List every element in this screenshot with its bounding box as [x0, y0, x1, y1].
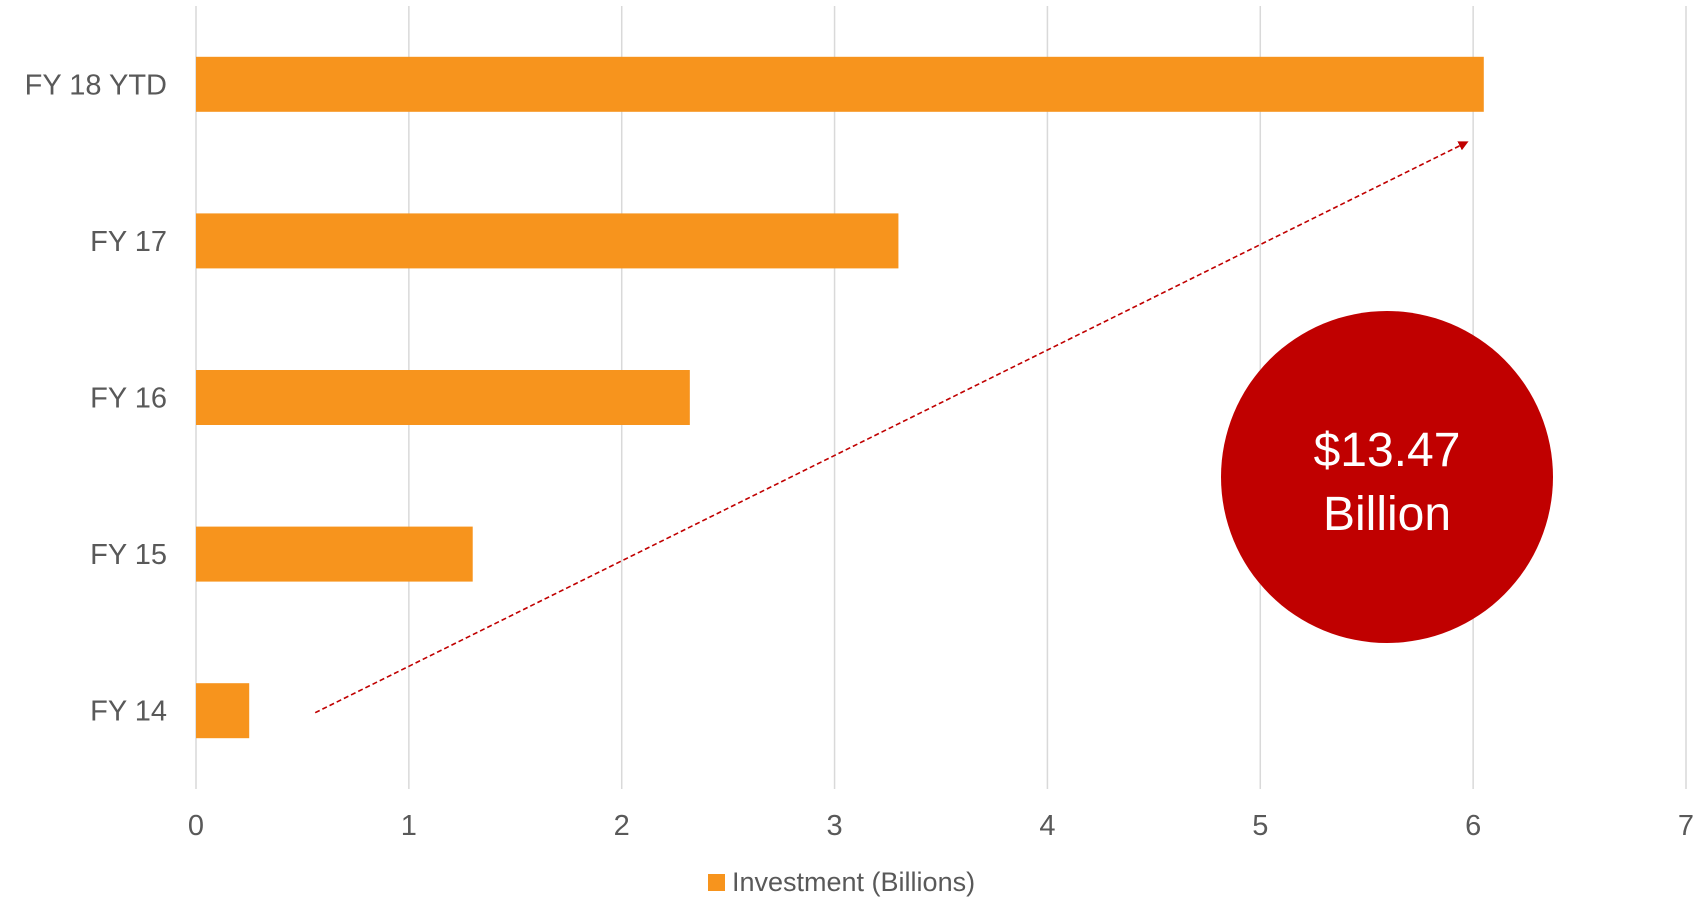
total-callout: $13.47 Billion	[1221, 311, 1553, 643]
x-tick-label: 5	[1252, 810, 1268, 842]
legend-label: Investment (Billions)	[732, 867, 975, 897]
x-tick-label: 2	[614, 810, 630, 842]
x-tick-label: 4	[1039, 810, 1055, 842]
category-label: FY 17	[90, 226, 167, 258]
x-tick-label: 6	[1465, 810, 1481, 842]
callout-amount: $13.47	[1314, 424, 1461, 477]
category-label: FY 18 YTD	[25, 69, 167, 101]
bar	[196, 526, 473, 582]
bar	[196, 683, 250, 739]
x-tick-label: 0	[188, 810, 204, 842]
bar	[196, 213, 899, 269]
legend-swatch	[708, 874, 725, 891]
category-label: FY 14	[90, 696, 167, 728]
category-label: FY 15	[90, 539, 167, 571]
bar	[196, 56, 1484, 112]
callout-unit: Billion	[1323, 488, 1451, 541]
bars	[196, 56, 1484, 739]
callout-circle	[1221, 311, 1553, 643]
x-tick-label: 7	[1678, 810, 1694, 842]
trend-arrow	[314, 141, 1469, 714]
x-tick-label: 3	[827, 810, 843, 842]
legend: Investment (Billions)	[708, 867, 975, 897]
x-tick-label: 1	[401, 810, 417, 842]
value-axis: 0 1 2 3 4 5 6 7	[188, 810, 1694, 842]
category-axis: FY 18 YTD FY 17 FY 16 FY 15 FY 14	[25, 69, 167, 727]
category-label: FY 16	[90, 383, 167, 415]
bar	[196, 370, 690, 425]
